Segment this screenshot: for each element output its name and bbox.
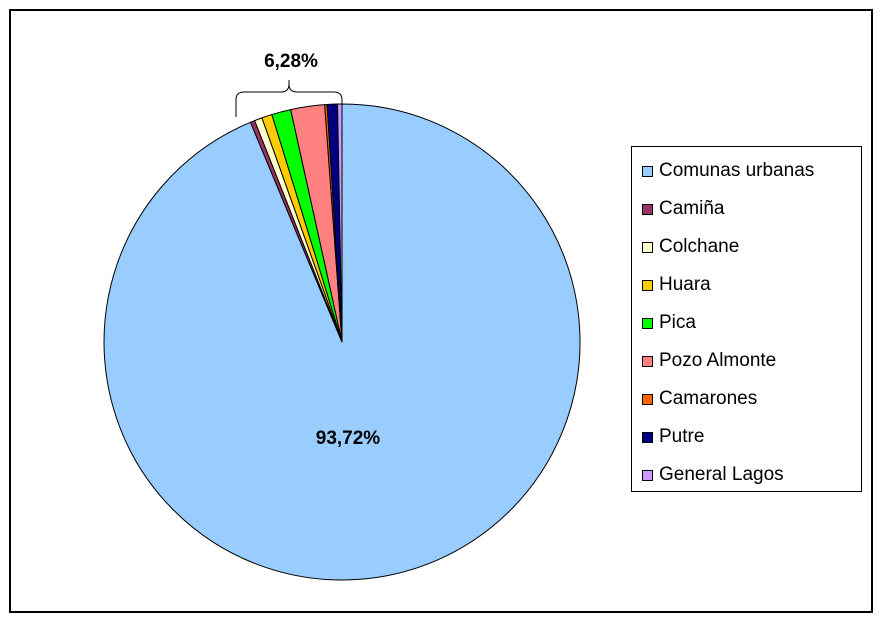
legend: Comunas urbanas Camiña Colchane Huara Pi…	[631, 146, 862, 492]
legend-item-putre: Putre	[642, 425, 704, 449]
legend-label: Huara	[659, 274, 711, 295]
legend-item-camarones: Camarones	[642, 387, 757, 411]
legend-label: Putre	[659, 426, 705, 447]
data-label-comunas-urbanas: 93,72%	[316, 428, 381, 449]
legend-swatch	[642, 203, 653, 215]
legend-item-comunas-urbanas: Comunas urbanas	[642, 159, 814, 183]
legend-label: Pica	[659, 312, 696, 333]
legend-swatch	[642, 279, 653, 291]
legend-item-pozo-almonte: Pozo Almonte	[642, 349, 776, 373]
pie-slices	[103, 103, 581, 581]
legend-swatch	[642, 317, 653, 329]
legend-item-general-lagos: General Lagos	[642, 463, 784, 487]
legend-swatch	[642, 241, 653, 253]
legend-label: Comunas urbanas	[659, 160, 815, 181]
legend-label: Pozo Almonte	[659, 350, 777, 371]
legend-label: Camiña	[659, 198, 725, 219]
legend-item-colchane: Colchane	[642, 235, 739, 259]
legend-item-pica: Pica	[642, 311, 696, 335]
legend-swatch	[642, 393, 653, 405]
legend-item-huara: Huara	[642, 273, 711, 297]
legend-item-camina: Camiña	[642, 197, 724, 221]
legend-label: Camarones	[659, 388, 758, 409]
legend-swatch	[642, 431, 653, 443]
data-label-small-communes: 6,28%	[264, 51, 318, 72]
legend-swatch	[642, 469, 653, 481]
small-slices-bracket	[235, 80, 343, 117]
legend-swatch	[642, 165, 653, 177]
legend-label: General Lagos	[659, 464, 784, 485]
legend-swatch	[642, 355, 653, 367]
legend-label: Colchane	[659, 236, 740, 257]
